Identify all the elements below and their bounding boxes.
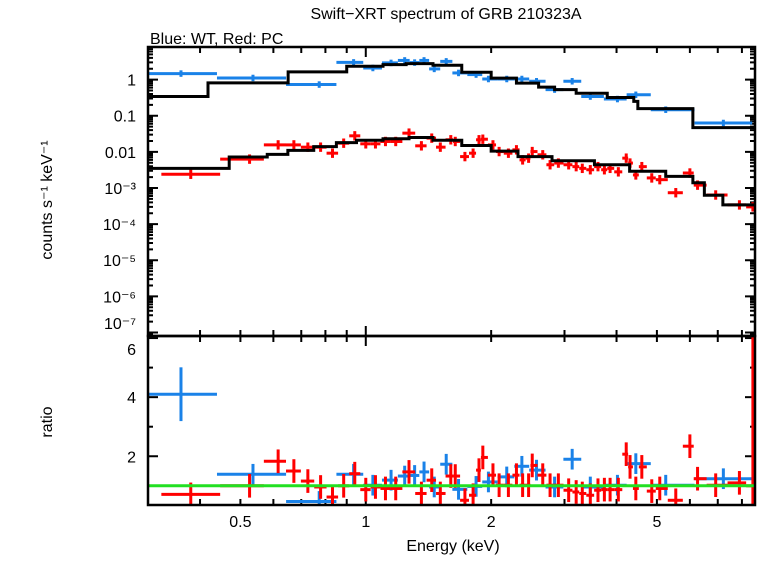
x-tick-label: 0.5	[229, 514, 251, 531]
y-tick-label: 10⁻⁶	[103, 289, 136, 306]
y-tick-label: 1	[127, 73, 136, 90]
y-tick-label: 0.1	[114, 109, 136, 126]
x-tick-label: 1	[361, 514, 370, 531]
y-tick-label: 0.01	[105, 145, 136, 162]
chart-subtitle: Blue: WT, Red: PC	[150, 31, 283, 48]
y-tick-label: 10⁻³	[104, 181, 136, 198]
chart-title: Swift−XRT spectrum of GRB 210323A	[310, 6, 581, 23]
y-axis-label-top: counts s⁻¹ keV⁻¹	[39, 140, 56, 259]
model-curve-pc	[148, 135, 755, 207]
y-tick-label: 2	[127, 449, 136, 466]
y-tick-label: 10⁻⁴	[103, 217, 136, 234]
y-tick-label: 4	[127, 390, 136, 407]
y-tick-label: 10⁻⁵	[103, 253, 136, 270]
y-tick-label: 6	[127, 342, 136, 359]
y-tick-label: 10⁻⁷	[104, 316, 136, 333]
top-panel-frame	[146, 45, 757, 338]
y-axis-label-ratio: ratio	[39, 406, 56, 437]
x-axis-label: Energy (keV)	[406, 538, 499, 555]
ratio-panel-frame	[146, 334, 757, 507]
x-tick-label: 2	[487, 514, 496, 531]
x-tick-label: 5	[652, 514, 661, 531]
model-curve-wt	[148, 62, 755, 130]
